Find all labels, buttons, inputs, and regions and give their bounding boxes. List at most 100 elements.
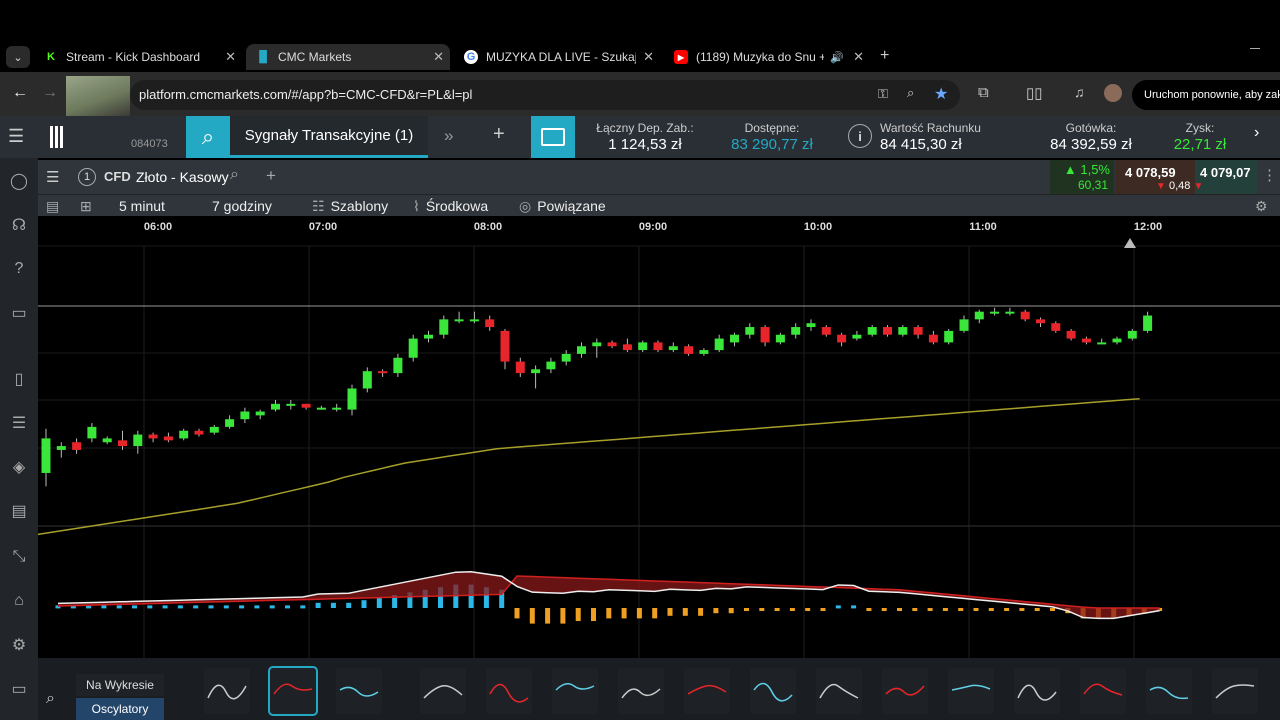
close-icon[interactable]: ✕ (225, 49, 236, 64)
macd-histogram-bar (560, 608, 566, 624)
chart-menu-icon[interactable]: ☰ (46, 169, 60, 186)
chevron-right-icon[interactable]: › (1254, 124, 1260, 141)
cmc-logo (50, 126, 64, 148)
settings-icon[interactable]: ⚙ (11, 637, 27, 654)
headset-icon[interactable]: ☊ (11, 217, 27, 234)
layout-grid-icon[interactable]: ⊞ (80, 197, 92, 214)
book-icon[interactable]: ▯ (14, 371, 24, 388)
new-tab-button[interactable]: + (880, 47, 890, 64)
speaker-icon[interactable]: 🔊 (830, 51, 844, 64)
macd-fill (58, 571, 1160, 619)
macd-histogram-bar (1004, 608, 1010, 611)
candle-up (332, 407, 342, 410)
sell-price-button[interactable]: 4 078,59 (1115, 160, 1195, 194)
indicator-thumbnail[interactable] (684, 668, 730, 714)
signals-tab[interactable]: Sygnały Transakcyjne (1) (230, 116, 428, 158)
linked-label: Powiązane (537, 198, 606, 214)
average-button[interactable]: ⌇ Środkowa (413, 195, 488, 217)
indicator-thumbnail[interactable] (1146, 668, 1192, 714)
minimize-icon[interactable] (1250, 48, 1260, 49)
templates-button[interactable]: ☷ Szablony (312, 195, 388, 217)
linked-button[interactable]: ◎ Powiązane (519, 195, 606, 217)
indicator-thumbnail[interactable] (420, 668, 466, 714)
candle-up (699, 350, 709, 354)
close-icon[interactable]: ✕ (853, 49, 864, 64)
wallet-button[interactable] (531, 116, 575, 158)
zoom-icon[interactable]: ⌕ (907, 85, 915, 100)
media-icon[interactable]: ♫ (1074, 84, 1085, 100)
indicator-thumbnail[interactable] (204, 668, 250, 714)
more-icon[interactable]: ⋮ (1262, 167, 1277, 184)
interval-select[interactable]: 5 minut (119, 198, 165, 214)
range-select[interactable]: 7 godziny (212, 198, 272, 214)
tag-icon[interactable]: ◈ (12, 459, 26, 476)
on-chart-tab[interactable]: Na Wykresie (76, 674, 164, 696)
macd-histogram-bar (468, 584, 474, 608)
candle-up (408, 338, 418, 358)
browser-tab-youtube[interactable]: ▶ (1189) Muzyka do Snu + M 🔊 ✕ (664, 44, 870, 70)
indicator-thumbnail[interactable] (268, 666, 318, 716)
indicator-thumbnail[interactable] (816, 668, 862, 714)
search-icon[interactable]: ⌕ (230, 166, 239, 183)
indicator-thumbnail[interactable] (948, 668, 994, 714)
current-time-marker (1124, 238, 1136, 248)
candle-down (821, 327, 831, 335)
bookmark-star-icon[interactable]: ★ (934, 86, 949, 103)
indicator-thumbnail[interactable] (1014, 668, 1060, 714)
chart-settings-icon[interactable]: ⚙ (1255, 197, 1268, 214)
shrink-icon[interactable]: ⤡ (12, 548, 26, 565)
education-icon[interactable]: ⌂ (14, 592, 24, 609)
url-field[interactable] (130, 80, 960, 110)
add-tab-icon[interactable]: + (493, 123, 505, 145)
search-button[interactable]: ⌕ (186, 116, 230, 158)
buy-price-button[interactable]: 4 079,07 (1195, 160, 1257, 194)
info-icon[interactable]: i (848, 124, 872, 148)
help-icon[interactable]: ? (14, 260, 24, 277)
metric-value: 84 415,30 zł (880, 136, 962, 153)
macd-histogram-bar (1019, 608, 1025, 611)
user-icon[interactable]: ◯ (10, 173, 28, 190)
price-chart[interactable]: 06:00 07:00 08:00 09:00 10:00 11:00 12:00 (38, 216, 1280, 658)
card-icon[interactable]: ▭ (11, 305, 27, 322)
indicator-thumbnail[interactable] (618, 668, 664, 714)
indicator-thumbnail[interactable] (750, 668, 796, 714)
document-icon[interactable]: ▤ (11, 503, 27, 520)
browser-tab-kick[interactable]: K Stream - Kick Dashboard ✕ (34, 44, 242, 70)
indicator-thumbnail[interactable] (552, 668, 598, 714)
back-icon[interactable]: ← (12, 84, 28, 101)
instrument-name[interactable]: Złoto - Kasowy (136, 169, 229, 185)
oscillators-tab[interactable]: Oscylatory (76, 698, 164, 720)
extensions-icon[interactable]: ⧉ (978, 84, 989, 101)
macd-histogram-bar (346, 602, 352, 608)
browser-tab-google[interactable]: G MUZYKA DLA LIVE - Szukaj w G ✕ (454, 44, 660, 70)
indicator-thumbnail[interactable] (882, 668, 928, 714)
browser-tab-cmc[interactable]: ▐▌ CMC Markets ✕ (246, 44, 450, 70)
indicator-preview-icon (1083, 683, 1123, 696)
profile-avatar[interactable] (1104, 84, 1122, 102)
password-key-icon[interactable]: ⚿ (878, 86, 888, 101)
indicator-thumbnail[interactable] (486, 668, 532, 714)
indicator-preview-icon (555, 683, 595, 691)
indicator-thumbnail[interactable] (336, 668, 382, 714)
close-icon[interactable]: ✕ (433, 49, 444, 64)
reading-view-icon[interactable]: ▯▯ (1026, 85, 1043, 102)
tab-list-button[interactable]: ⌄ (6, 46, 30, 68)
macd-histogram-bar (866, 608, 872, 611)
panel-icon[interactable]: ▭ (11, 681, 27, 698)
average-label: Środkowa (425, 198, 489, 214)
chart-type-icon[interactable]: ▤ (46, 197, 60, 214)
menu-icon[interactable]: ☰ (8, 126, 25, 146)
indicator-thumbnail[interactable] (1212, 668, 1258, 714)
indicator-thumbnail[interactable] (1080, 668, 1126, 714)
close-icon[interactable]: ✕ (643, 49, 654, 64)
search-icon[interactable]: ⌕ (46, 690, 55, 707)
forward-icon[interactable]: → (42, 84, 58, 101)
candle-up (102, 438, 112, 443)
macd-histogram-bar (744, 608, 749, 611)
list-icon[interactable]: ☰ (11, 415, 27, 432)
add-instrument-icon[interactable]: + (266, 166, 276, 185)
candle-up (546, 361, 556, 370)
more-tabs-icon[interactable]: » (444, 126, 454, 145)
restart-update-button[interactable]: Uruchom ponownie, aby zakt (1132, 80, 1280, 110)
account-value: Wartość Rachunku 84 415,30 zł (880, 116, 996, 158)
